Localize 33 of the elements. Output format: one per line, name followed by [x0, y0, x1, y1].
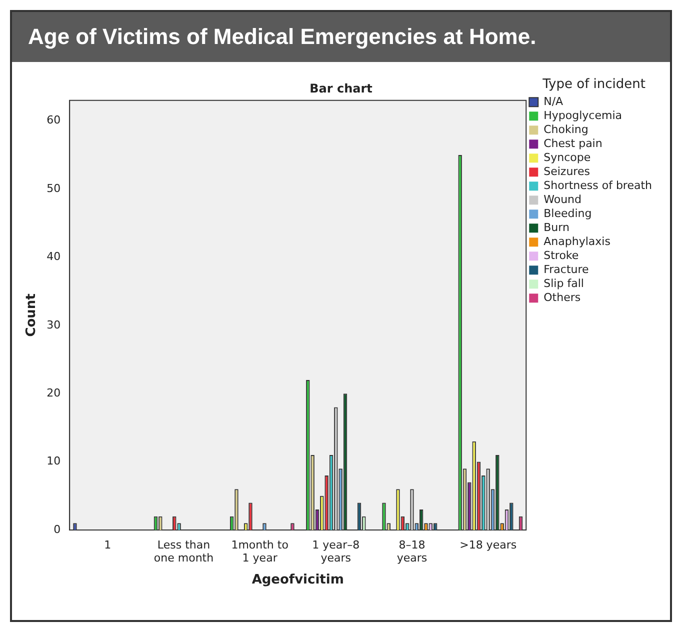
legend-title: Type of incident [542, 76, 646, 92]
legend-label: Shortness of breath [544, 178, 652, 192]
x-tick-label: 1month to 1 year [231, 538, 289, 565]
y-tick-label: 40 [46, 250, 61, 264]
legend-label: Anaphylaxis [544, 234, 611, 248]
y-tick-label: 0 [54, 522, 61, 536]
legend-label: Chest pain [544, 136, 602, 150]
x-axis-title: Ageofvicitim [252, 572, 344, 588]
legend-label: Others [544, 290, 581, 304]
legend-label: Fracture [544, 262, 590, 276]
legend-label: Bleeding [544, 206, 592, 220]
y-tick-label: 50 [46, 182, 61, 195]
chart-subtitle: Age of Victims of Medical Emergencies at Home. [12, 12, 670, 62]
y-tick-label: 20 [46, 386, 61, 400]
legend-label: Hypoglycemia [544, 108, 622, 122]
legend-label: Slip fall [544, 276, 584, 290]
y-axis-title: Count [24, 294, 40, 337]
y-tick-label: 30 [46, 318, 61, 332]
legend-label: Seizures [544, 164, 590, 178]
legend-label: N/A [544, 94, 564, 108]
y-tick-label: 60 [46, 114, 61, 127]
x-tick-label: 1 year–8 years [312, 538, 360, 565]
chart-title: Bar chart [310, 81, 373, 96]
legend-label: Stroke [544, 248, 579, 262]
x-tick-label: 1 [104, 538, 112, 552]
legend-label: Wound [544, 192, 582, 206]
x-tick-label: >18 years [460, 538, 517, 552]
x-tick-label: Less than one month [154, 538, 214, 565]
legend-label: Choking [544, 122, 588, 136]
legend-label: Burn [544, 220, 570, 234]
y-tick-label: 10 [46, 454, 61, 468]
x-tick-label: 8–18 years [396, 538, 428, 565]
legend-label: Syncope [544, 150, 591, 164]
